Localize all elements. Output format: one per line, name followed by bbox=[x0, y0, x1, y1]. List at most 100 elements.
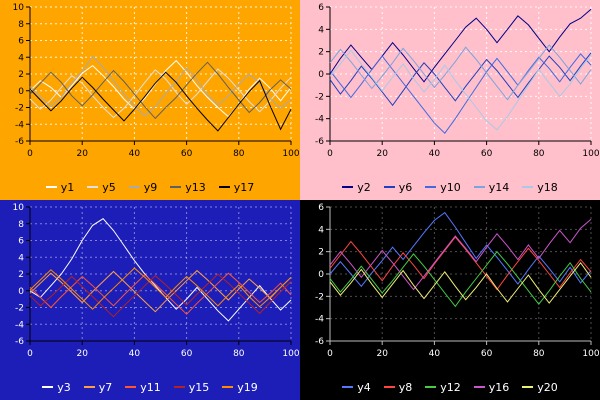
y-tick-label: -6 bbox=[315, 137, 324, 147]
legend-label: y8 bbox=[398, 380, 413, 394]
legend-label: y2 bbox=[357, 180, 371, 194]
x-tick-label: 100 bbox=[582, 349, 599, 359]
legend-swatch bbox=[425, 186, 437, 188]
x-tick-label: 0 bbox=[27, 149, 33, 159]
legend-label: y7 bbox=[98, 380, 113, 394]
chart-legend: y3 y7 y11 y15 y19 bbox=[0, 374, 300, 400]
y-tick-label: 8 bbox=[18, 220, 24, 230]
chart-legend: y2 y6 y10 y14 y18 bbox=[300, 174, 600, 200]
y-tick-label: -6 bbox=[15, 137, 24, 147]
series-line-y10 bbox=[329, 53, 592, 134]
x-tick-label: 20 bbox=[376, 349, 388, 359]
legend-item: y3 bbox=[42, 382, 71, 393]
legend-swatch bbox=[42, 386, 54, 388]
series-line-y13 bbox=[29, 61, 292, 120]
series-line-y4 bbox=[329, 211, 592, 288]
y-tick-label: 4 bbox=[18, 53, 24, 63]
x-tick-label: 100 bbox=[582, 149, 599, 159]
y-tick-label: -2 bbox=[15, 104, 24, 114]
x-tick-label: 60 bbox=[481, 149, 493, 159]
series-line-y8 bbox=[329, 236, 592, 291]
legend-swatch bbox=[342, 186, 354, 188]
x-tick-label: 60 bbox=[481, 349, 493, 359]
legend-label: y18 bbox=[537, 180, 558, 194]
legend-item: y15 bbox=[173, 380, 210, 394]
chart-legend: y4 y8 y12 y16 y20 bbox=[300, 374, 600, 400]
legend-item: y7 bbox=[83, 380, 113, 394]
series-line-y6 bbox=[329, 52, 592, 107]
legend-swatch bbox=[522, 386, 534, 388]
y-tick-label: 4 bbox=[318, 225, 324, 235]
chart-panel-top-right: 6 4 2 0 -2 -4 -6 0 20 40 60 80 100 y2 y6 y10 y14 y18 bbox=[300, 0, 600, 200]
y-tick-label: -4 bbox=[315, 315, 324, 325]
y-tick-label: -2 bbox=[315, 92, 324, 102]
series-line-y3 bbox=[29, 218, 292, 322]
x-tick-label: 80 bbox=[533, 149, 545, 159]
legend-swatch bbox=[218, 186, 230, 188]
series-line-y5 bbox=[29, 68, 292, 119]
chart-legend: y1 y5 y9 y13 y17 bbox=[0, 174, 300, 200]
legend-item: y2 bbox=[342, 182, 371, 193]
legend-item: y19 bbox=[222, 382, 258, 393]
x-tick-label: 60 bbox=[181, 349, 193, 359]
legend-item: y13 bbox=[170, 182, 206, 193]
legend-swatch bbox=[522, 186, 534, 188]
legend-swatch bbox=[383, 386, 395, 388]
x-tick-label: 40 bbox=[429, 349, 441, 359]
legend-swatch bbox=[222, 386, 234, 388]
legend-item: y1 bbox=[45, 182, 74, 193]
y-tick-label: -4 bbox=[315, 115, 324, 125]
legend-label: y17 bbox=[233, 180, 255, 194]
y-tick-label: 6 bbox=[18, 37, 24, 47]
y-tick-label: 2 bbox=[318, 48, 324, 58]
legend-item: y5 bbox=[87, 182, 116, 193]
y-tick-label: 0 bbox=[318, 270, 324, 280]
y-tick-label: 2 bbox=[18, 270, 24, 280]
legend-label: y3 bbox=[57, 380, 71, 394]
series-line-y20 bbox=[329, 261, 592, 304]
legend-item: y10 bbox=[425, 182, 461, 193]
legend-swatch bbox=[383, 186, 395, 188]
legend-item: y8 bbox=[383, 380, 413, 394]
x-tick-label: 0 bbox=[327, 149, 333, 159]
legend-label: y11 bbox=[140, 380, 161, 394]
y-tick-label: 10 bbox=[13, 203, 25, 213]
series-line-y2 bbox=[329, 8, 592, 83]
x-tick-label: 40 bbox=[429, 149, 441, 159]
legend-label: y19 bbox=[237, 380, 258, 394]
series-line-y11 bbox=[29, 272, 292, 315]
legend-item: y12 bbox=[425, 382, 461, 393]
legend-label: y5 bbox=[102, 180, 116, 194]
legend-label: y15 bbox=[188, 380, 210, 394]
y-tick-label: -4 bbox=[15, 320, 24, 330]
x-tick-label: 80 bbox=[533, 349, 545, 359]
y-tick-label: -6 bbox=[15, 337, 24, 347]
legend-item: y14 bbox=[473, 182, 509, 193]
legend-item: y17 bbox=[218, 180, 255, 194]
legend-item: y18 bbox=[522, 182, 558, 193]
y-tick-label: 8 bbox=[18, 20, 24, 30]
chart-panel-bottom-left: 10 8 6 4 2 0 -2 -4 -6 0 20 40 60 80 100 y3 y7 y11 y15 y19 bbox=[0, 200, 300, 400]
legend-swatch bbox=[128, 186, 140, 188]
x-tick-label: 20 bbox=[376, 149, 388, 159]
legend-swatch bbox=[473, 186, 485, 188]
y-tick-label: 6 bbox=[318, 3, 324, 13]
chart-panel-top-left: 10 8 6 4 2 0 -2 -4 -6 0 20 40 60 80 100 y1 y5 y9 y13 y17 bbox=[0, 0, 300, 200]
series-line-y18 bbox=[329, 49, 592, 131]
series-line-y19 bbox=[29, 267, 292, 310]
legend-label: y4 bbox=[357, 380, 371, 394]
legend-swatch bbox=[170, 186, 182, 188]
x-tick-label: 20 bbox=[76, 149, 88, 159]
legend-label: y10 bbox=[440, 180, 461, 194]
y-tick-label: -6 bbox=[315, 337, 324, 347]
legend-swatch bbox=[125, 386, 137, 388]
y-tick-label: 10 bbox=[13, 3, 25, 13]
legend-label: y13 bbox=[185, 180, 206, 194]
legend-item: y9 bbox=[128, 182, 157, 193]
legend-swatch bbox=[425, 386, 437, 388]
x-tick-label: 60 bbox=[181, 149, 193, 159]
legend-item: y11 bbox=[125, 382, 161, 393]
legend-item: y16 bbox=[473, 382, 509, 393]
